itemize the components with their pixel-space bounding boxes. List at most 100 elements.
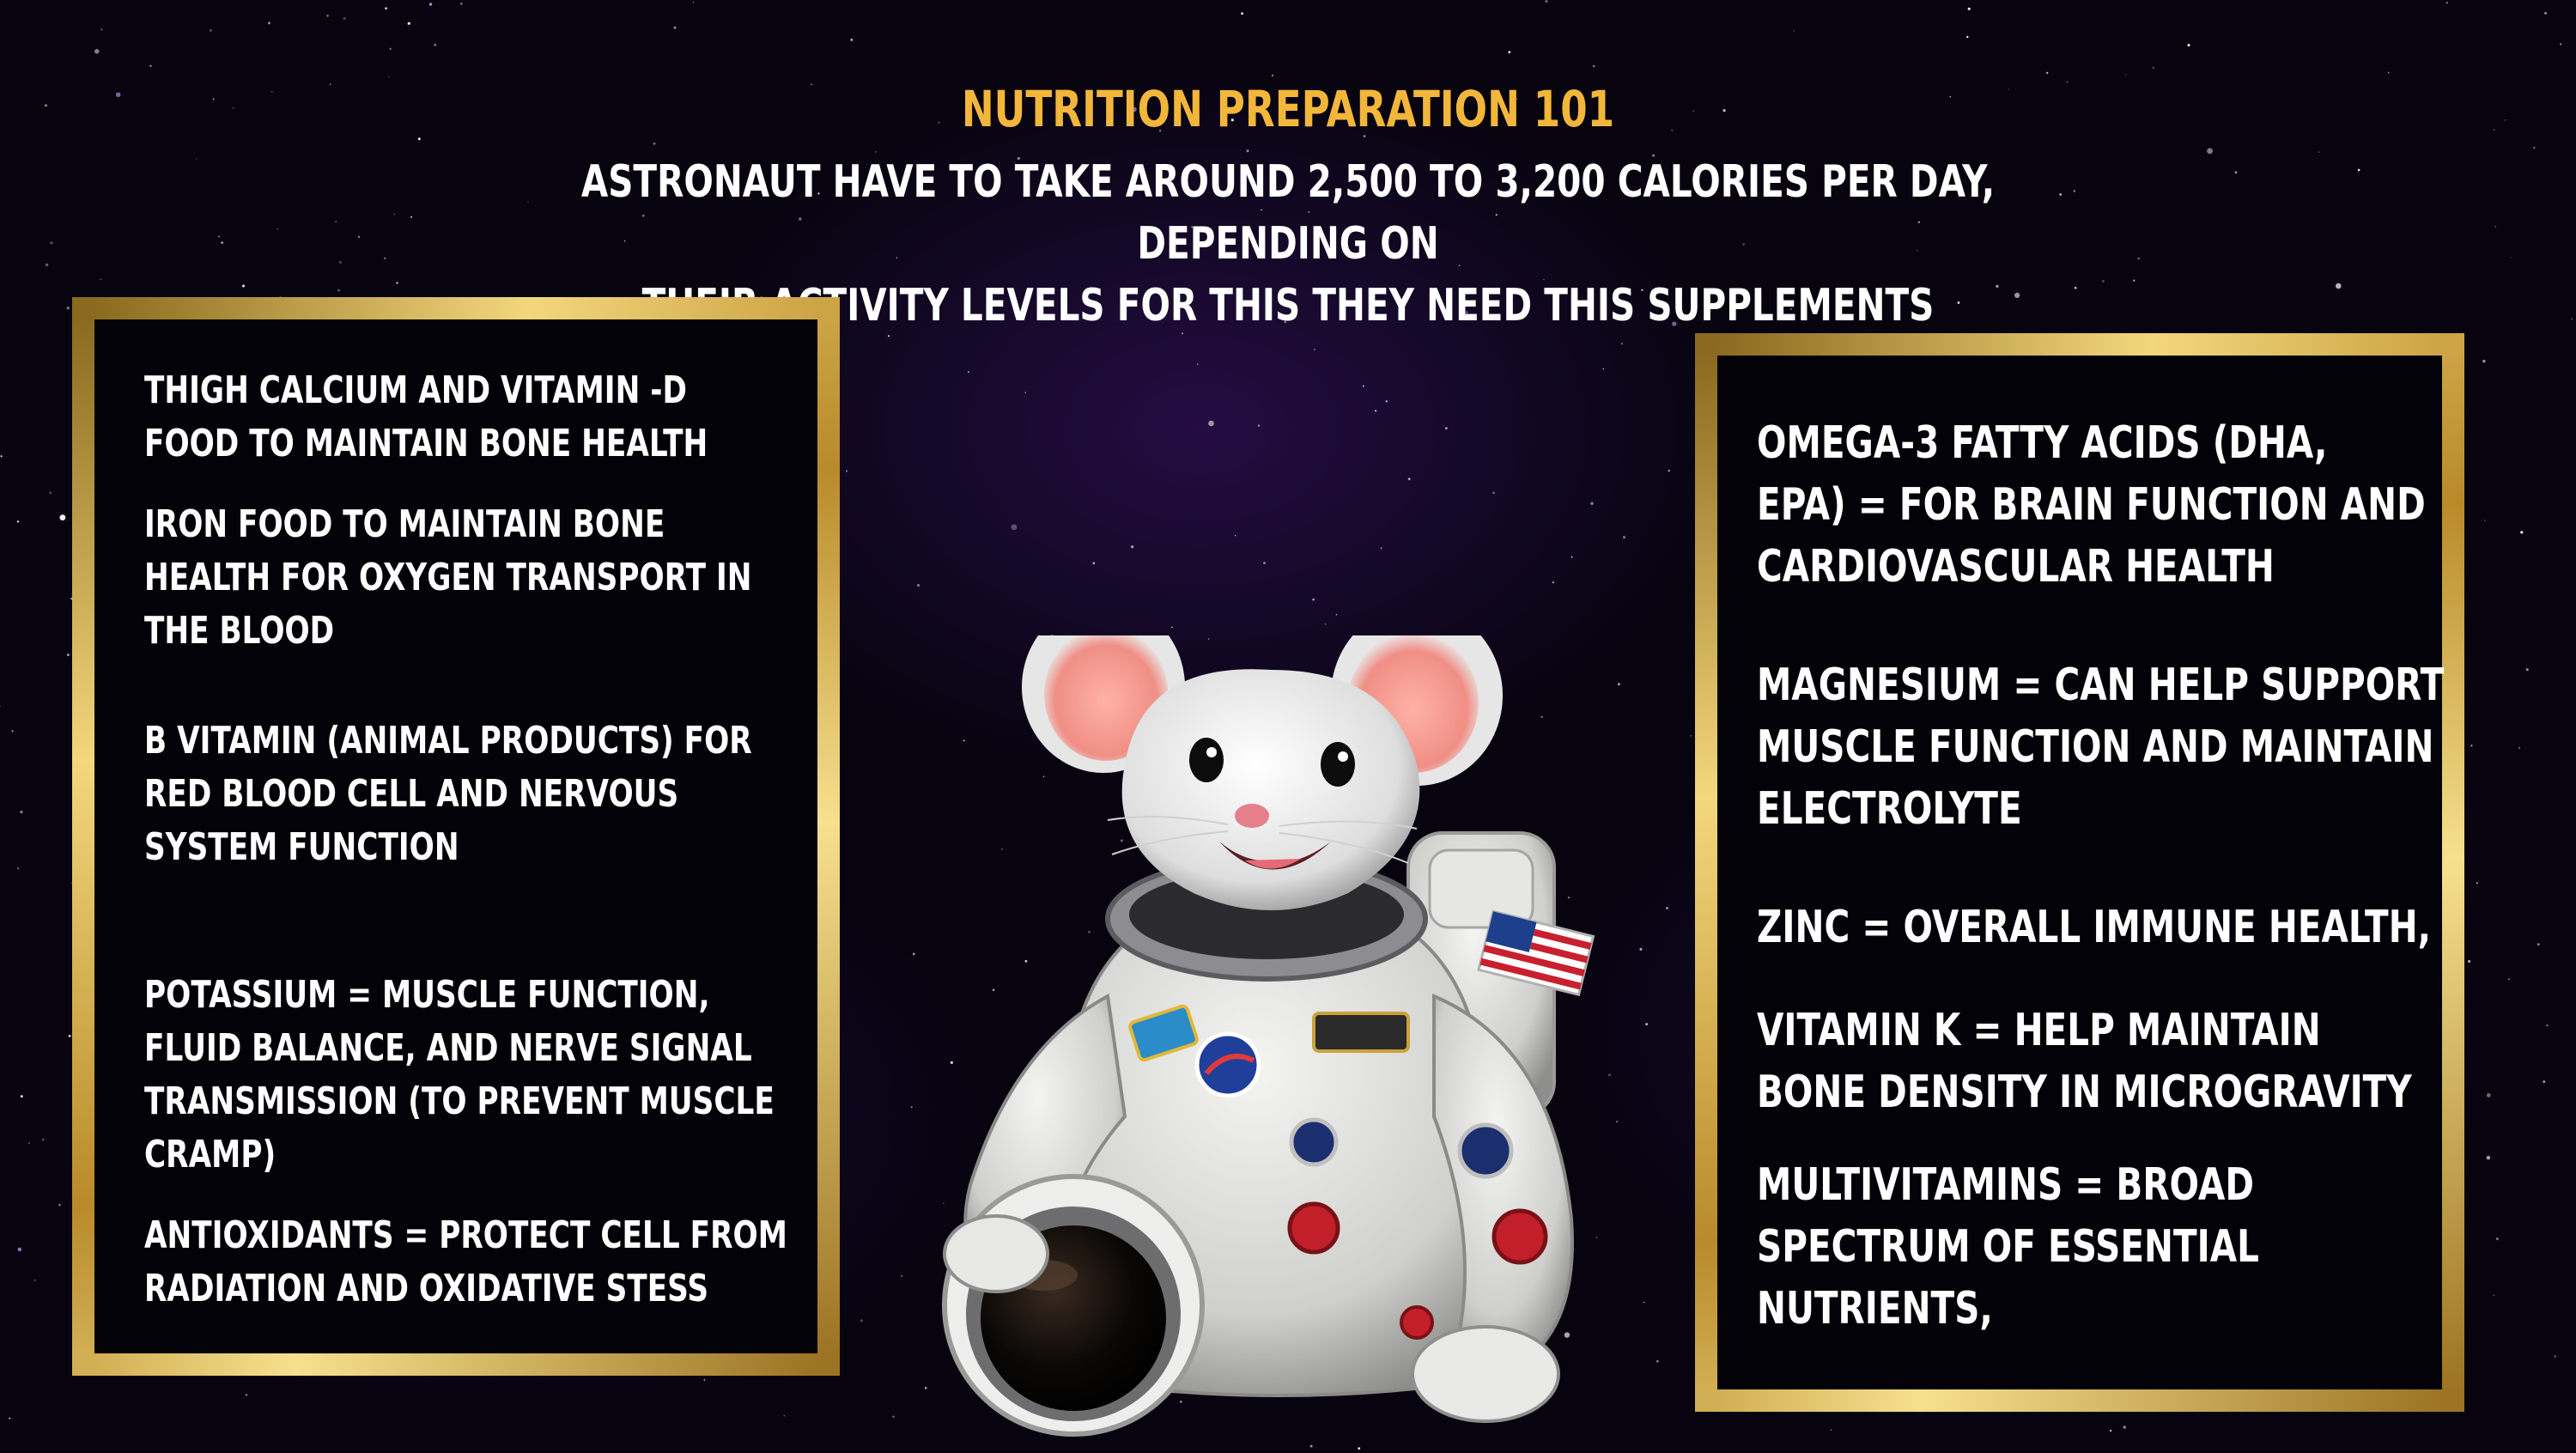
star — [1552, 581, 1555, 584]
star — [2318, 151, 2320, 153]
star — [59, 514, 66, 521]
star — [221, 241, 224, 245]
star — [1363, 135, 1366, 137]
supplement-item-antioxidants: ANTIOXIDANTS = PROTECT CELL FROM RADIATI… — [144, 1209, 814, 1316]
star — [875, 151, 877, 153]
star — [1955, 170, 1958, 173]
star — [9, 1417, 11, 1420]
star — [209, 28, 212, 32]
star — [2546, 1024, 2549, 1027]
star — [70, 598, 73, 600]
star — [642, 214, 645, 217]
star — [2525, 668, 2529, 672]
star — [2537, 943, 2540, 946]
star — [1966, 35, 1969, 39]
star — [2486, 1155, 2491, 1160]
star — [68, 1035, 71, 1037]
star — [2504, 119, 2506, 121]
star — [924, 1386, 927, 1389]
supplement-line: EPA) = FOR BRAIN FUNCTION AND — [1757, 479, 2426, 531]
left-supplements-panel — [72, 297, 840, 1376]
supplement-line: CRAMP) — [144, 1133, 276, 1176]
star — [1131, 106, 1137, 112]
star — [389, 47, 392, 51]
star — [2102, 280, 2105, 283]
star — [1334, 106, 1338, 111]
star — [2123, 1426, 2126, 1429]
star — [2482, 359, 2486, 363]
star — [1543, 278, 1545, 281]
star — [950, 1061, 953, 1064]
star — [963, 739, 965, 742]
supplement-item-potassium: POTASSIUM = MUSCLE FUNCTION, FLUID BALAN… — [144, 969, 814, 1182]
star — [2476, 882, 2478, 885]
supplement-item-b-vitamin: B VITAMIN (ANIMAL PRODUCTS) FOR RED BLOO… — [144, 714, 814, 874]
star — [1639, 947, 1643, 951]
subtitle-line: THEIR ACTIVITY LEVELS FOR THIS THEY NEED… — [641, 280, 1935, 331]
star — [343, 16, 346, 21]
star — [1063, 313, 1066, 315]
star — [2066, 81, 2069, 83]
star — [2124, 74, 2127, 76]
star — [2510, 257, 2512, 258]
supplement-line: ELECTROLYTE — [1757, 783, 2022, 835]
star — [2468, 960, 2471, 963]
star — [1024, 959, 1028, 963]
star — [1742, 243, 1745, 246]
star — [44, 104, 48, 107]
star — [2075, 287, 2077, 289]
star — [2533, 147, 2536, 149]
supplement-line: TRANSMISSION (TO PREVENT MUSCLE — [144, 1079, 775, 1123]
star — [276, 228, 279, 230]
star — [845, 470, 848, 472]
star — [1722, 108, 1726, 112]
star — [1312, 598, 1315, 601]
star — [459, 2, 463, 5]
star — [100, 278, 101, 280]
star — [45, 263, 49, 267]
page-subtitle: ASTRONAUT HAVE TO TAKE AROUND 2,500 TO 3… — [518, 151, 2058, 337]
star — [1263, 562, 1266, 564]
star — [1672, 321, 1677, 326]
star — [393, 213, 395, 216]
star — [799, 217, 802, 221]
star — [1208, 420, 1214, 427]
star — [1000, 848, 1003, 850]
star — [2073, 190, 2075, 192]
star — [1545, 0, 1548, 3]
star — [17, 867, 19, 869]
star — [1568, 897, 1570, 899]
star — [1363, 385, 1364, 387]
star — [1592, 64, 1595, 68]
star — [2110, 1430, 2112, 1432]
star — [196, 158, 197, 160]
star — [1180, 1401, 1182, 1403]
star — [2046, 71, 2049, 74]
star — [1666, 907, 1668, 909]
star — [1917, 221, 1920, 223]
star — [2133, 279, 2136, 282]
right-supplements-panel — [1695, 333, 2464, 1412]
star — [2336, 283, 2342, 289]
star — [2207, 148, 2214, 155]
star — [41, 1138, 45, 1141]
star — [1508, 51, 1511, 54]
star — [2484, 520, 2486, 521]
star — [1656, 1360, 1659, 1363]
star — [992, 988, 995, 992]
star — [2152, 67, 2154, 69]
supplement-line: RED BLOOD CELL AND NERVOUS — [144, 772, 679, 816]
star — [58, 1203, 61, 1207]
supplement-line: MAGNESIUM = CAN HELP SUPPORT — [1757, 660, 2445, 711]
star — [1608, 1073, 1611, 1077]
star — [1692, 110, 1695, 112]
supplement-line: FLUID BALANCE, AND NERVE SIGNAL — [144, 1026, 752, 1070]
supplement-item-vitamin-k: VITAMIN K = HELP MAINTAIN BONE DENSITY I… — [1757, 1000, 2467, 1123]
star — [1492, 491, 1495, 495]
star — [20, 1095, 23, 1097]
star — [850, 39, 854, 41]
star — [428, 3, 433, 6]
star — [623, 240, 626, 242]
supplement-line: FOOD TO MAINTAIN BONE HEALTH — [144, 422, 708, 465]
star — [1996, 284, 1999, 288]
